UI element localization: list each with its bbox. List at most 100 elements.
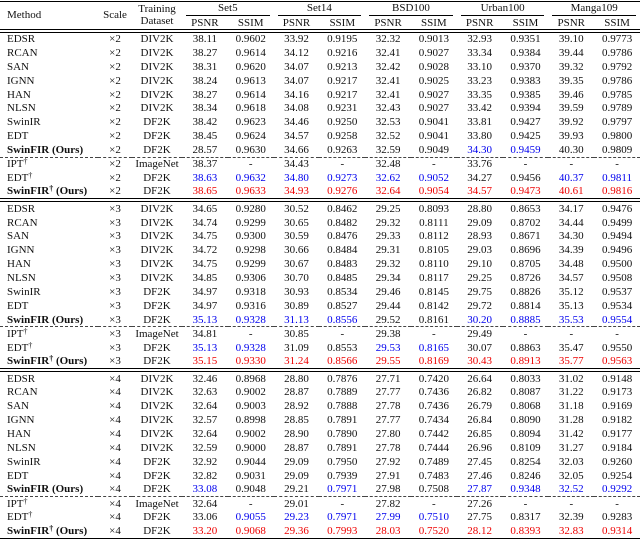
psnr-value: 32.83 — [558, 524, 584, 537]
psnr-value: 30.70 — [284, 272, 309, 285]
ssim-value: 0.8968 — [235, 372, 266, 385]
method-cell: SwinFIR† (Ours) — [7, 354, 88, 368]
ssim-value: 0.9300 — [235, 230, 266, 243]
ssim-value: - — [502, 156, 549, 171]
ssim-value: 0.9298 — [235, 244, 266, 257]
ssim-value: 0.8169 — [418, 355, 449, 368]
psnr-value: 26.96 — [467, 441, 493, 454]
ssim-value: 0.8090 — [510, 413, 541, 426]
psnr-value: 33.92 — [284, 33, 309, 46]
psnr-value: 32.46 — [192, 372, 218, 385]
ssim-value: 0.8117 — [418, 272, 449, 285]
ssim-value: 0.8111 — [419, 216, 449, 229]
col-header-method: Method — [7, 9, 42, 22]
ssim-value: 0.9500 — [601, 258, 633, 271]
ssim-value: 0.9276 — [327, 185, 358, 198]
training-dataset-cell: DF2K — [143, 511, 171, 524]
ssim-value: 0.9614 — [235, 88, 266, 101]
psnr-value: 34.07 — [284, 74, 309, 87]
psnr-value: 34.57 — [467, 185, 493, 198]
ssim-value: 0.7888 — [327, 400, 358, 413]
ssim-value: 0.9614 — [235, 46, 266, 59]
psnr-value: 29.38 — [365, 326, 411, 341]
psnr-value: 38.45 — [192, 130, 218, 143]
psnr-value: 34.46 — [284, 116, 309, 129]
training-dataset-cell: DF2K — [143, 483, 171, 496]
ssim-value: 0.9792 — [601, 60, 633, 73]
psnr-value: 39.44 — [558, 46, 584, 59]
psnr-value: 40.37 — [558, 171, 584, 184]
method-cell: IGNN — [7, 244, 35, 257]
psnr-value: 29.46 — [375, 285, 401, 298]
dataset-label-set14: Set14 — [277, 2, 362, 17]
table-row: EDT† ×4 DF2K 33.06 0.9055 29.23 0.7971 27.99 0.7… — [0, 510, 640, 524]
psnr-value: 30.66 — [284, 244, 309, 257]
table-row: IPT† ×2 ImageNet 38.37-34.43-32.48-33.76- - - — [0, 156, 640, 171]
psnr-value: 29.36 — [284, 524, 309, 537]
psnr-value: 34.81 — [182, 326, 228, 341]
ssim-value: 0.9499 — [601, 216, 633, 229]
ssim-value: 0.9496 — [601, 244, 633, 257]
psnr-value: 26.64 — [467, 372, 493, 385]
psnr-value: 27.71 — [375, 372, 401, 385]
ssim-value: 0.9318 — [235, 285, 266, 298]
ssim-value: 0.9027 — [418, 46, 449, 59]
psnr-value: 39.46 — [558, 88, 584, 101]
psnr-value: 30.59 — [284, 230, 309, 243]
psnr-value: 27.77 — [375, 413, 401, 426]
ssim-value: 0.9002 — [235, 386, 266, 399]
scale-cell: ×2 — [109, 33, 121, 46]
ssim-value: 0.9602 — [235, 33, 266, 46]
double-rule-separator — [0, 367, 640, 372]
table-row: RCAN ×2 DIV2K 38.27 0.9614 34.12 0.9216 32.41 0.… — [0, 46, 640, 60]
psnr-value: 34.43 — [273, 156, 320, 171]
method-cell: EDT† — [7, 510, 33, 524]
training-dataset-cell: DIV2K — [140, 400, 174, 413]
ssim-value: 0.8527 — [327, 299, 358, 312]
psnr-value: 34.93 — [284, 185, 309, 198]
ssim-value: 0.9173 — [601, 386, 633, 399]
table-row: NLSN ×2 DIV2K 38.34 0.9618 34.08 0.9231 32.43 0.… — [0, 101, 640, 115]
psnr-value: 27.75 — [467, 511, 493, 524]
ssim-value: 0.7891 — [327, 441, 358, 454]
dagger-pretrained-marker: † — [49, 354, 54, 364]
ssim-value: 0.8068 — [510, 400, 541, 413]
ssim-value: 0.7436 — [418, 386, 449, 399]
psnr-value: 35.77 — [558, 355, 584, 368]
ssim-value: 0.7483 — [418, 469, 449, 482]
method-cell: IPT† — [0, 326, 98, 341]
psnr-value: 32.03 — [558, 455, 584, 468]
dagger-pretrained-marker: † — [28, 510, 33, 520]
ssim-value: 0.9306 — [235, 272, 266, 285]
ssim-value: 0.9786 — [601, 74, 633, 87]
training-dataset-cell: DIV2K — [140, 33, 174, 46]
training-dataset-cell: DF2K — [143, 355, 171, 368]
psnr-value: 32.41 — [375, 74, 401, 87]
ssim-value: 0.7993 — [327, 524, 358, 537]
table-row: RCAN ×3 DIV2K 34.74 0.9299 30.65 0.8482 29.32 0.… — [0, 216, 640, 230]
col-header-ssim: SSIM — [329, 16, 356, 29]
ssim-value: 0.8653 — [510, 202, 541, 215]
training-dataset-cell: DIV2K — [140, 74, 174, 87]
ssim-value: 0.9177 — [601, 427, 633, 440]
psnr-value: 30.43 — [467, 355, 493, 368]
ssim-value: 0.9618 — [235, 102, 266, 115]
ssim-value: 0.9425 — [510, 130, 541, 143]
psnr-value: 38.11 — [192, 33, 218, 46]
col-header-psnr: PSNR — [191, 16, 219, 29]
training-dataset-cell: ImageNet — [132, 495, 182, 511]
psnr-value: 31.42 — [558, 427, 584, 440]
ssim-value: 0.9476 — [601, 202, 633, 215]
psnr-value: 34.07 — [284, 60, 309, 73]
psnr-value: 32.41 — [375, 88, 401, 101]
scale-cell: ×4 — [109, 427, 121, 440]
psnr-value: 29.44 — [375, 299, 401, 312]
method-cell: EDT — [7, 469, 29, 482]
psnr-value: 26.84 — [467, 413, 493, 426]
psnr-value: 32.82 — [192, 469, 218, 482]
ssim-value: 0.9534 — [601, 299, 633, 312]
table-row: HAN ×4 DIV2K 32.64 0.9002 28.90 0.7890 27.80 0.7… — [0, 427, 640, 441]
psnr-value: 34.75 — [192, 230, 218, 243]
ssim-value: 0.9258 — [327, 130, 358, 143]
